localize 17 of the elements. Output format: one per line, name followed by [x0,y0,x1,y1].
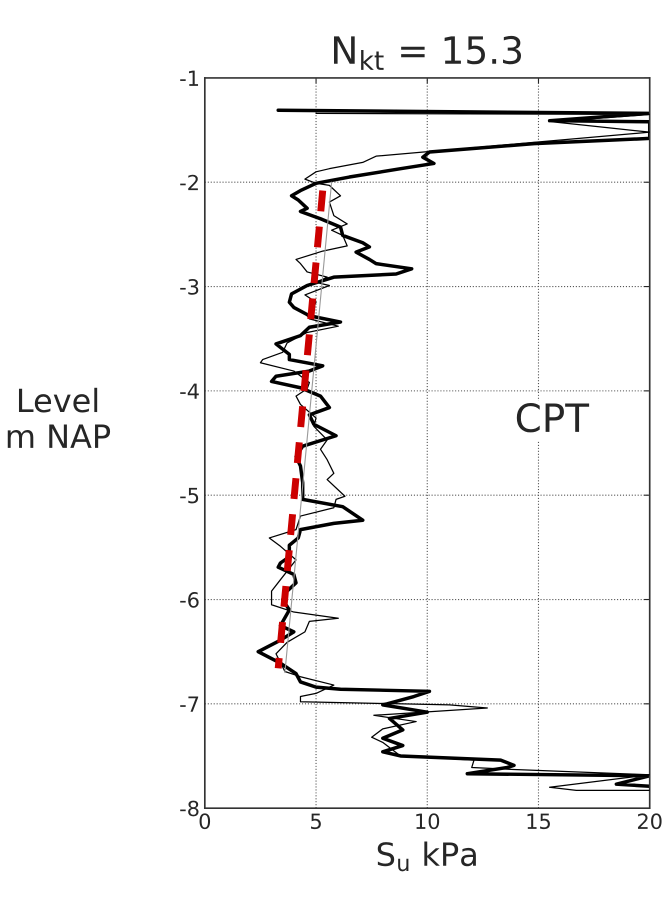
x-tick-label: 5 [311,814,321,830]
annotation: CPT [516,402,590,432]
y-axis-title: Level m NAP [8,388,110,448]
y-tick-label: -6 [180,592,199,608]
y-tick-label: -1 [180,70,198,86]
x-tick-label: 20 [638,813,662,830]
x-tick-label: 15 [528,814,550,830]
x-axis-title: S$_{u}$ kPa [378,842,476,872]
x-tick-label: 0 [200,813,210,830]
x-tick-label: 10 [416,813,440,830]
y-tick-label: -2 [180,174,198,190]
y-tick-label: -7 [180,696,198,712]
y-tick-label: -3 [180,279,198,295]
chart-title: N$_{kt}$ = 15.3 [334,36,522,70]
y-tick-label: -5 [180,488,198,504]
y-tick-label: -8 [180,800,199,816]
y-tick-label: -4 [180,384,199,399]
